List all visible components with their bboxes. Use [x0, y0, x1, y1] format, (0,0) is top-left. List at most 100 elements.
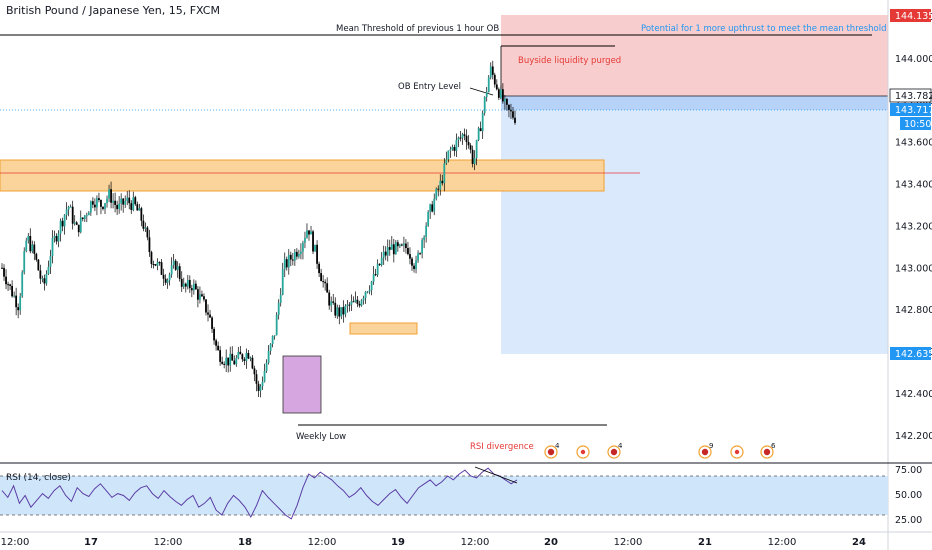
candle-body: [178, 266, 181, 279]
candle-body: [489, 66, 492, 78]
candle-body: [405, 243, 407, 249]
candle-body: [362, 298, 365, 301]
candle-body: [451, 147, 454, 150]
candle-body: [89, 201, 92, 213]
rsi-tick-75: 75.00: [895, 465, 922, 476]
candle-body: [368, 290, 371, 292]
candle-body: [400, 244, 403, 246]
candle-body: [83, 215, 86, 219]
candle-body: [348, 304, 351, 306]
candle-body: [114, 200, 117, 205]
candle-body: [312, 231, 314, 252]
candle-body: [168, 274, 171, 281]
candle-body: [378, 263, 381, 265]
rsi-band: [0, 476, 888, 515]
candle-body: [122, 198, 125, 205]
candle-body: [15, 295, 18, 308]
candle-body: [449, 149, 452, 151]
candle-body: [116, 204, 119, 210]
candle-body: [67, 206, 70, 210]
candle-body: [33, 244, 36, 254]
chart-title: British Pound / Japanese Yen, 15, FXCM: [6, 4, 220, 17]
candle-body: [138, 208, 141, 211]
countdown-tag: 10:50: [900, 117, 931, 130]
candle-body: [382, 251, 385, 258]
candle-body: [174, 260, 177, 270]
candle-body: [231, 353, 234, 361]
candle-body: [328, 292, 331, 306]
candle-body: [479, 128, 482, 132]
candle-body: [132, 197, 135, 210]
candle-body: [156, 262, 159, 266]
event-count-label: 6: [771, 442, 776, 450]
candle-body: [77, 224, 80, 233]
candle-body: [203, 296, 205, 300]
candle-body: [182, 283, 185, 287]
price-tag-143782: 143.782: [889, 88, 932, 103]
candle-body: [192, 283, 195, 291]
candle-body: [172, 260, 175, 266]
candle-body: [514, 117, 516, 123]
time-tick-label: 24: [852, 537, 866, 548]
price-tick-label: 143.600: [895, 138, 932, 149]
candle-body: [205, 299, 207, 313]
rsi-line: [1, 467, 518, 520]
candle-body: [241, 354, 244, 360]
candle-body: [376, 263, 379, 275]
event-count-label: 9: [709, 442, 713, 450]
candle-body: [229, 353, 232, 366]
candle-body: [439, 180, 442, 190]
candle-body: [336, 307, 339, 316]
candle-body: [146, 227, 149, 238]
time-axis-ticks: 12:00 17 12:00 18 12:00 19 12:00 20 12:00 21 12:00…: [1, 537, 866, 548]
time-tick-label: 12:00: [768, 537, 797, 548]
candle-body: [63, 214, 66, 227]
candle-body: [106, 198, 108, 204]
event-count-label: 4: [555, 442, 560, 450]
candle-body: [443, 163, 446, 184]
candle-body: [340, 307, 343, 317]
time-tick-label: 21: [698, 537, 712, 548]
candle-body: [281, 269, 284, 295]
price-tick-label: 143.400: [895, 180, 932, 191]
candle-body: [225, 357, 228, 365]
candle-body: [21, 272, 24, 297]
candle-body: [344, 305, 347, 315]
candle-body: [390, 244, 393, 250]
candle-body: [213, 328, 215, 341]
mean-threshold-label: Mean Threshold of previous 1 hour OB: [336, 24, 499, 34]
candle-body: [291, 259, 294, 261]
candle-body: [510, 109, 512, 112]
candle-body: [461, 134, 464, 138]
candle-body: [316, 244, 318, 264]
candle-body: [370, 281, 373, 291]
candle-body: [104, 203, 106, 209]
time-tick-label: 12:00: [1, 537, 30, 548]
candle-body: [447, 150, 450, 160]
candle-body: [338, 307, 341, 317]
candle-body: [53, 235, 56, 238]
candle-body: [75, 222, 78, 225]
candle-body: [257, 383, 260, 391]
candle-body: [215, 340, 217, 346]
candle-body: [271, 335, 274, 345]
candle-body: [306, 230, 308, 238]
candle-body: [435, 188, 438, 199]
candle-body: [47, 266, 50, 274]
candle-body: [380, 257, 383, 265]
candle-body: [243, 359, 246, 361]
candle-body: [352, 301, 355, 303]
candle-body: [65, 209, 68, 215]
candle-body: [403, 243, 405, 246]
candle-body: [61, 220, 64, 227]
candle-body: [261, 381, 264, 387]
candle-body: [297, 254, 300, 257]
candle-body: [207, 312, 209, 315]
event-marker-icon: [580, 449, 586, 455]
candle-body: [364, 291, 367, 299]
price-tag-text: 142.635: [895, 349, 932, 360]
rsi-tick-25: 25.00: [895, 515, 922, 526]
candle-body: [437, 188, 440, 190]
candle-body: [475, 140, 478, 159]
price-tag-142635: 142.635: [890, 347, 932, 360]
